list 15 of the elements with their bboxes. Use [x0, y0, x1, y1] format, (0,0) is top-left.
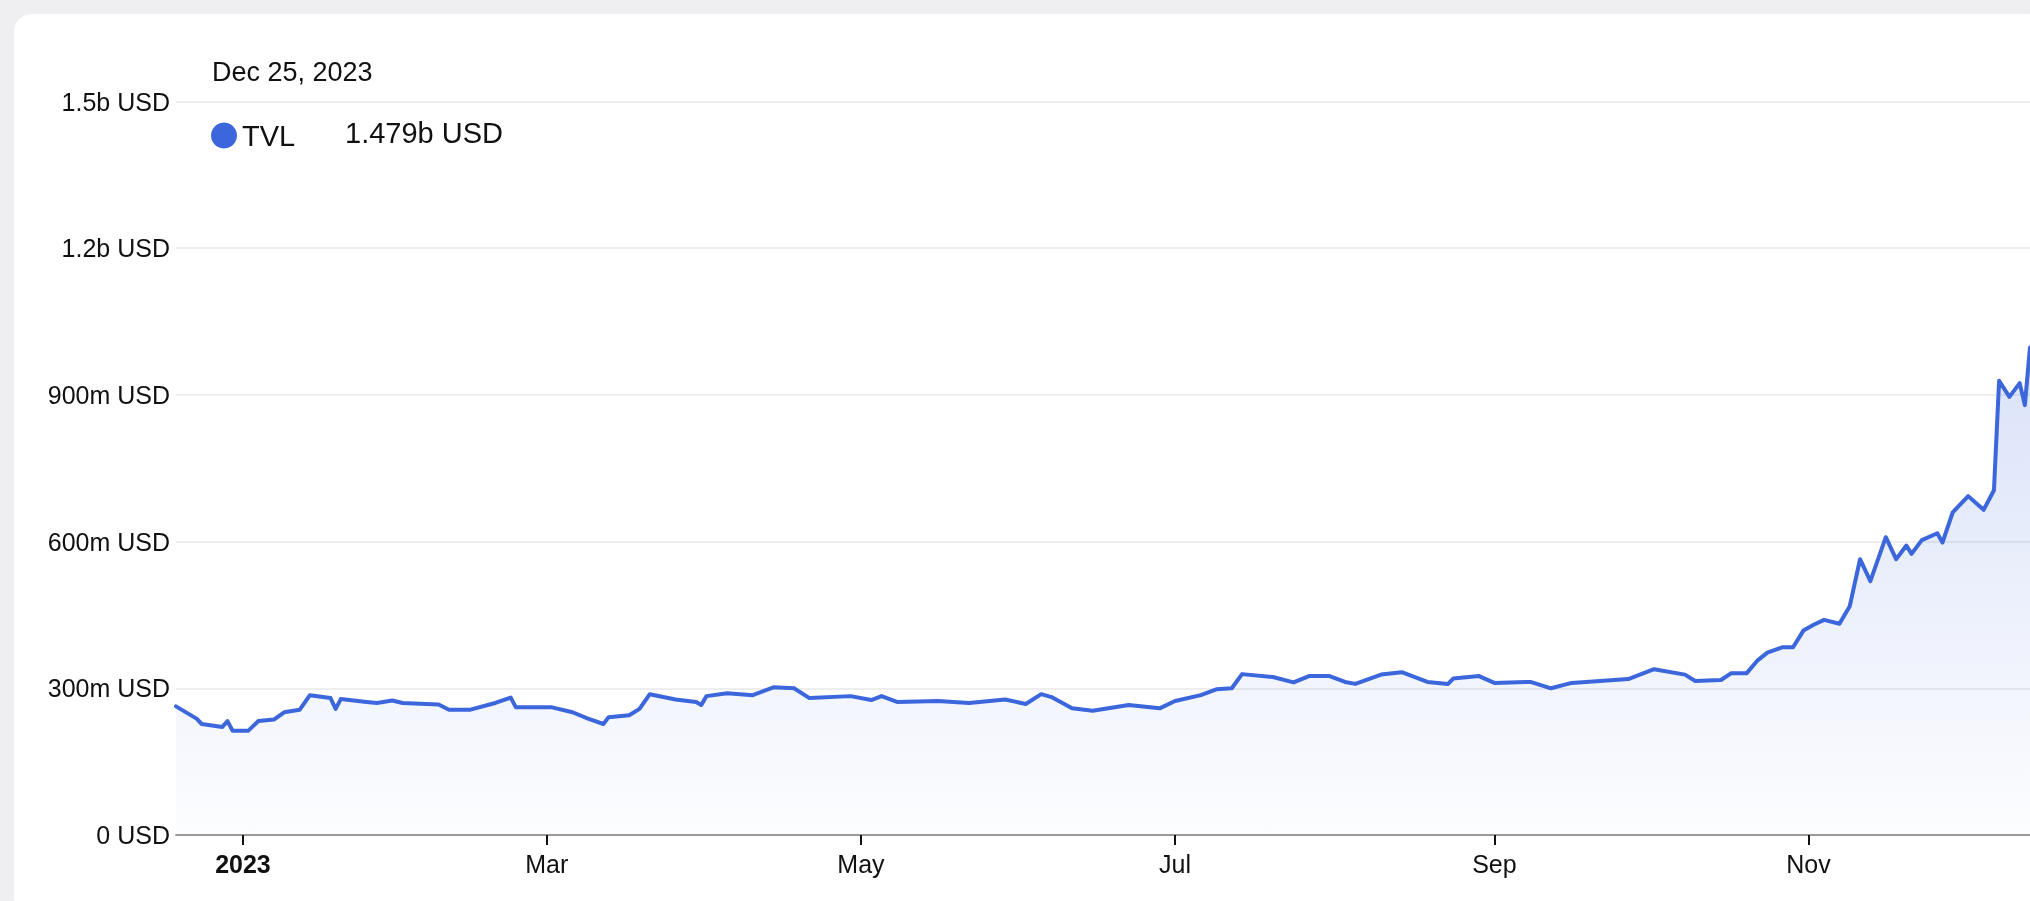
y-tick-label: 600m USD [47, 527, 170, 556]
text: Dec 25, 2023 [212, 56, 373, 87]
y-tick-label: 1.5b USD [61, 87, 170, 116]
y-tick-label: 1.2b USD [61, 234, 170, 263]
y-tick-label: 0 USD [96, 821, 170, 849]
x-tick-label: Mar [525, 849, 569, 878]
x-tick-label: Jul [1159, 849, 1192, 878]
annotation: 1.479b USD [345, 116, 503, 149]
legend-label: TVL [242, 119, 296, 152]
x-tick-label: Nov [1786, 849, 1832, 878]
y-tick-label: 900m USD [47, 380, 170, 409]
x-tick-label: Sep [1472, 849, 1517, 878]
x-tick-label: May [837, 849, 886, 878]
x-tick-label: 2023 [215, 849, 271, 878]
y-tick-label: 300m USD [47, 674, 170, 703]
